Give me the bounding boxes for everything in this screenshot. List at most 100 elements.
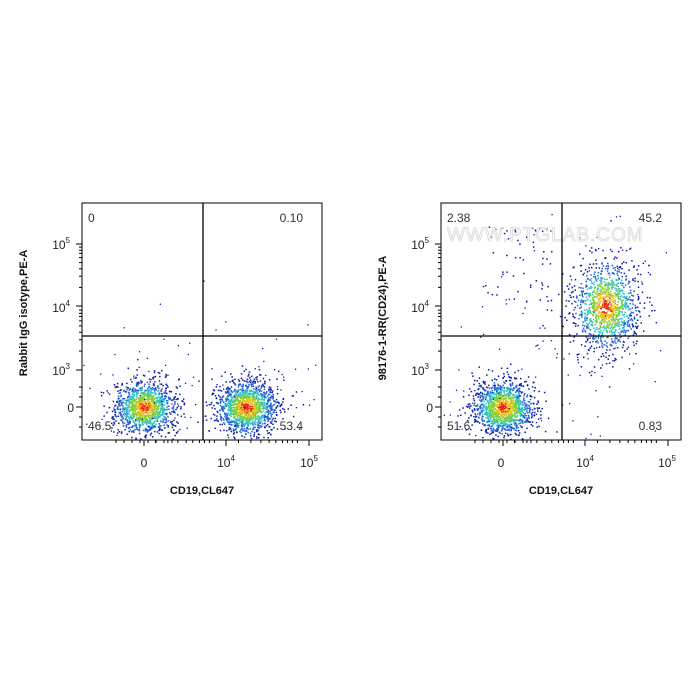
event-dot xyxy=(245,403,247,406)
event-dot xyxy=(491,407,493,409)
event-dot xyxy=(242,422,244,424)
event-dot xyxy=(235,414,238,417)
event-dot xyxy=(492,437,494,440)
event-dot xyxy=(135,413,138,416)
event-dot xyxy=(254,426,256,429)
event-dot xyxy=(492,415,495,417)
event-dot xyxy=(216,410,218,413)
event-dot xyxy=(229,427,232,429)
event-dot xyxy=(531,409,534,411)
event-dot xyxy=(522,401,524,403)
event-dot xyxy=(256,415,259,418)
event-dot xyxy=(261,401,264,403)
event-dot xyxy=(494,413,496,415)
event-dot xyxy=(260,387,262,389)
event-dot xyxy=(628,296,631,298)
event-dot xyxy=(594,305,596,307)
event-dot xyxy=(139,401,141,404)
event-dot xyxy=(219,404,222,407)
event-dot xyxy=(509,383,511,385)
event-dot xyxy=(486,412,489,414)
event-dot xyxy=(235,425,237,428)
event-dot xyxy=(619,340,621,343)
event-dot xyxy=(259,406,261,408)
event-dot xyxy=(489,433,491,436)
event-dot xyxy=(179,393,181,396)
event-dot xyxy=(151,436,154,438)
event-dot xyxy=(599,297,602,299)
event-dot xyxy=(164,376,167,378)
event-dot xyxy=(149,398,151,400)
event-dot xyxy=(503,398,505,400)
event-dot xyxy=(156,414,159,416)
event-dot xyxy=(259,374,261,376)
event-dot xyxy=(258,394,260,396)
event-dot xyxy=(236,408,239,411)
event-dot xyxy=(642,262,645,265)
event-dot xyxy=(121,420,124,423)
event-dot xyxy=(134,405,137,407)
event-dot xyxy=(475,420,477,422)
event-dot xyxy=(175,398,177,401)
event-dot xyxy=(472,395,475,397)
event-dot xyxy=(616,323,619,325)
event-dot xyxy=(615,314,618,316)
event-dot xyxy=(163,409,165,412)
event-dot xyxy=(529,394,532,397)
event-dot xyxy=(601,345,603,347)
event-dot xyxy=(494,429,496,431)
event-dot xyxy=(174,401,176,403)
event-dot xyxy=(165,375,167,377)
event-dot xyxy=(257,420,260,423)
event-dot xyxy=(637,286,640,288)
event-dot xyxy=(486,374,488,376)
event-dot xyxy=(238,411,240,414)
event-dot xyxy=(135,385,138,388)
event-dot xyxy=(619,336,621,339)
event-dot xyxy=(139,410,141,413)
event-dot xyxy=(224,413,226,415)
event-dot xyxy=(271,395,273,397)
event-dot xyxy=(229,395,232,397)
event-dot xyxy=(253,435,255,438)
event-dot xyxy=(239,392,241,394)
event-dot xyxy=(148,378,151,380)
event-dot xyxy=(614,323,616,325)
event-dot xyxy=(603,292,605,295)
event-dot xyxy=(460,414,462,416)
event-dot xyxy=(493,384,496,387)
event-dot xyxy=(247,375,249,377)
event-dot xyxy=(500,413,502,416)
event-dot xyxy=(246,409,248,411)
event-dot xyxy=(238,389,240,391)
event-dot xyxy=(528,388,530,390)
event-dot xyxy=(142,411,144,414)
event-dot xyxy=(526,412,529,414)
event-dot xyxy=(253,414,255,417)
event-dot xyxy=(612,297,615,300)
event-dot xyxy=(252,410,254,412)
event-dot xyxy=(586,292,588,294)
event-dot xyxy=(124,407,127,409)
event-dot xyxy=(503,428,505,430)
event-dot xyxy=(239,412,242,415)
event-dot xyxy=(512,399,515,401)
event-dot xyxy=(520,403,522,406)
event-dot xyxy=(153,394,155,397)
event-dot xyxy=(508,419,511,422)
event-dot xyxy=(239,411,241,413)
event-dot xyxy=(631,300,634,302)
event-dot xyxy=(258,390,261,393)
event-dot xyxy=(259,424,262,427)
event-dot xyxy=(141,407,143,410)
event-dot xyxy=(264,414,266,417)
event-dot xyxy=(132,409,134,411)
event-dot xyxy=(171,403,173,405)
event-dot xyxy=(510,401,512,403)
event-dot xyxy=(266,407,268,409)
event-dot xyxy=(514,422,517,424)
event-dot xyxy=(529,408,532,411)
event-dot xyxy=(144,412,146,415)
event-dot xyxy=(112,400,115,403)
event-dot xyxy=(485,407,488,410)
